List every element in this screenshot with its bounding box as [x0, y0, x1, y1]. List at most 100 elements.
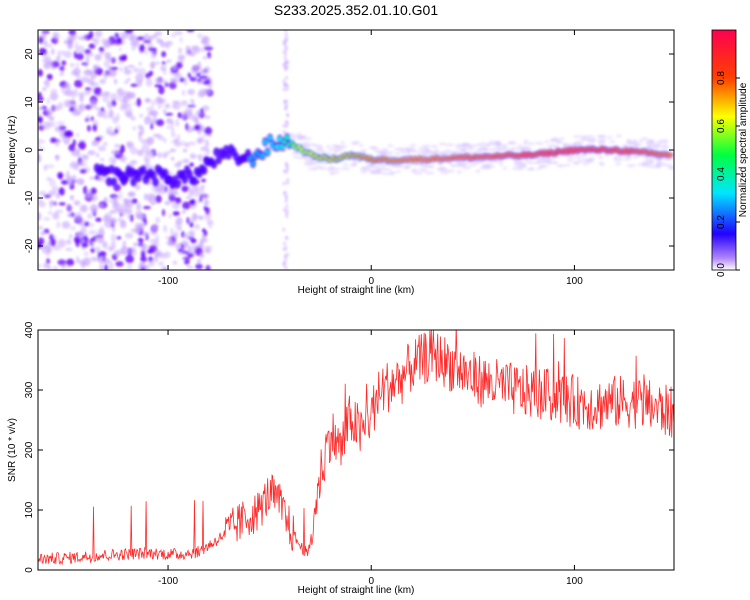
- halo-speckle: [587, 139, 595, 143]
- noise-speckle: [64, 83, 70, 90]
- track-mid: [277, 136, 283, 142]
- halo-speckle: [313, 165, 319, 169]
- halo-speckle: [327, 166, 334, 170]
- halo-speckle: [360, 170, 368, 174]
- noise-speckle: [286, 121, 289, 125]
- noise-speckle: [207, 51, 212, 59]
- halo-speckle: [317, 149, 327, 153]
- halo-speckle: [404, 147, 415, 151]
- halo-speckle: [546, 144, 557, 148]
- halo-speckle: [651, 144, 661, 148]
- noise-speckle: [46, 73, 53, 81]
- noise-speckle: [80, 76, 90, 83]
- noise-speckle: [285, 104, 288, 108]
- noise-speckle: [132, 125, 137, 131]
- noise-speckle: [91, 100, 98, 108]
- noise-speckle: [182, 158, 190, 164]
- noise-speckle: [131, 198, 138, 204]
- halo-speckle: [420, 164, 429, 168]
- noise-speckle: [89, 204, 98, 213]
- halo-speckle: [497, 159, 504, 163]
- halo-speckle: [626, 164, 637, 168]
- halo-speckle: [516, 164, 527, 168]
- noise-speckle: [88, 43, 96, 49]
- noise-speckle: [120, 249, 125, 254]
- halo-speckle: [579, 134, 588, 138]
- noise-speckle: [39, 231, 46, 236]
- noise-speckle: [171, 100, 181, 105]
- halo-speckle: [413, 171, 423, 175]
- noise-speckle: [68, 233, 73, 240]
- noise-speckle: [198, 153, 203, 162]
- noise-speckle: [101, 258, 111, 264]
- noise-speckle: [179, 77, 185, 83]
- noise-speckle: [201, 89, 211, 95]
- noise-speckle: [175, 61, 183, 69]
- halo-speckle: [375, 165, 381, 169]
- noise-speckle: [171, 104, 178, 109]
- noise-speckle: [201, 193, 210, 199]
- noise-speckle: [52, 245, 61, 251]
- halo-speckle: [369, 164, 376, 168]
- noise-speckle: [91, 242, 95, 248]
- noise-speckle: [59, 65, 65, 72]
- noise-speckle: [282, 62, 286, 67]
- track-mid: [284, 135, 290, 140]
- noise-speckle: [94, 246, 101, 251]
- halo-speckle: [580, 137, 587, 141]
- halo-speckle: [404, 165, 411, 169]
- noise-speckle: [124, 232, 134, 239]
- noise-speckle: [42, 139, 46, 144]
- noise-speckle: [38, 153, 41, 163]
- noise-speckle: [39, 197, 43, 204]
- noise-speckle: [75, 75, 82, 79]
- noise-speckle: [192, 65, 198, 69]
- noise-speckle: [187, 88, 195, 96]
- noise-speckle: [202, 80, 211, 85]
- noise-speckle: [282, 262, 286, 267]
- noise-speckle: [189, 76, 197, 82]
- noise-speckle: [137, 81, 143, 86]
- halo-speckle: [421, 144, 431, 148]
- halo-speckle: [394, 152, 401, 156]
- noise-speckle: [202, 133, 209, 138]
- noise-speckle: [92, 236, 97, 243]
- halo-speckle: [573, 155, 582, 159]
- noise-speckle: [169, 148, 177, 153]
- track-mid: [260, 153, 266, 158]
- noise-speckle: [164, 82, 169, 87]
- noise-speckle: [114, 249, 121, 257]
- noise-speckle: [38, 92, 42, 97]
- noise-speckle: [69, 62, 75, 67]
- noise-speckle: [189, 221, 194, 228]
- noise-speckle: [65, 89, 74, 97]
- noise-speckle: [284, 199, 288, 203]
- noise-speckle: [155, 251, 164, 258]
- noise-speckle: [122, 198, 129, 204]
- halo-speckle: [418, 168, 425, 172]
- noise-speckle: [150, 201, 155, 206]
- halo-speckle: [573, 140, 584, 144]
- noise-speckle: [75, 52, 84, 61]
- noise-speckle: [71, 110, 81, 116]
- noise-speckle: [78, 140, 87, 150]
- noise-speckle: [100, 107, 105, 112]
- noise-speckle: [143, 193, 148, 201]
- noise-speckle: [140, 250, 146, 258]
- noise-speckle: [186, 114, 195, 120]
- noise-speckle: [202, 105, 210, 112]
- noise-speckle: [142, 205, 152, 210]
- noise-speckle: [70, 225, 76, 231]
- x-tick-label: 0: [368, 576, 374, 587]
- halo-speckle: [439, 171, 450, 175]
- halo-speckle: [544, 140, 549, 144]
- halo-speckle: [623, 155, 633, 159]
- noise-speckle: [176, 133, 181, 141]
- noise-speckle: [284, 246, 288, 251]
- halo-speckle: [597, 142, 605, 146]
- noise-speckle: [79, 204, 88, 213]
- noise-speckle: [173, 30, 183, 36]
- noise-speckle: [151, 99, 155, 108]
- noise-speckle: [73, 235, 81, 244]
- noise-speckle: [108, 261, 114, 270]
